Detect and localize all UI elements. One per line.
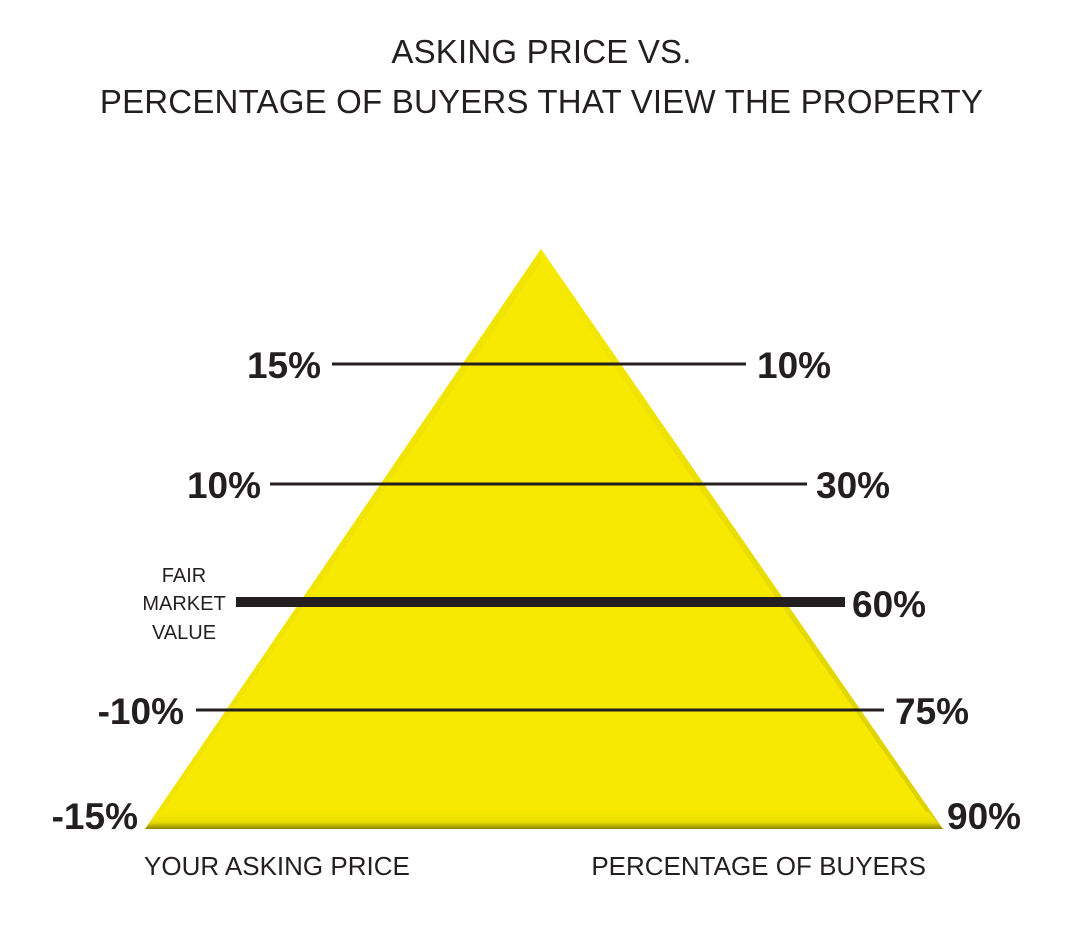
buyers-caption: PERCENTAGE OF BUYERS [591, 851, 926, 881]
asking-price-label: -15% [52, 796, 138, 837]
buyers-percentage-label: 90% [947, 796, 1021, 837]
asking-price-label: -10% [98, 691, 184, 732]
asking-price-caption: YOUR ASKING PRICE [144, 851, 410, 881]
pyramid-left-bevel [145, 249, 541, 829]
fair-market-value-line: VALUE [152, 622, 216, 644]
buyers-percentage-label: 10% [757, 345, 831, 386]
buyers-percentage-label: 60% [852, 584, 926, 625]
pyramid-base-shadow [145, 812, 943, 829]
buyers-percentage-label: 30% [816, 465, 890, 506]
fair-market-value-line: FAIR [162, 565, 206, 587]
pyramid-right-bevel [541, 249, 943, 829]
buyers-percentage-label: 75% [895, 691, 969, 732]
asking-price-label: 10% [187, 465, 261, 506]
title-line-2: PERCENTAGE OF BUYERS THAT VIEW THE PROPE… [99, 83, 984, 120]
pyramid-shape [145, 249, 943, 829]
fair-market-value-line: MARKET [142, 593, 225, 615]
title-line-1: ASKING PRICE VS. [391, 33, 692, 70]
asking-price-label: 15% [247, 345, 321, 386]
